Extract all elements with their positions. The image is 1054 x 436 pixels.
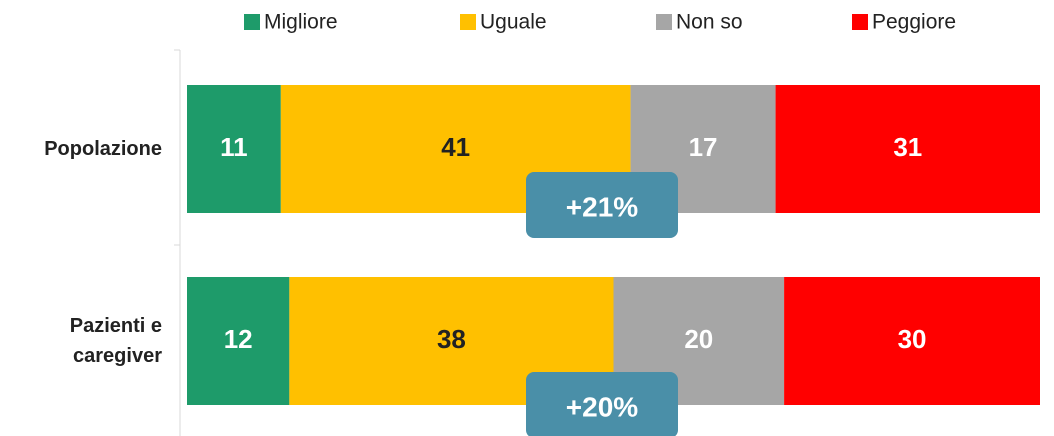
annotation-box <box>526 172 678 238</box>
legend-swatch <box>244 14 260 30</box>
category-label: Pazienti e caregiver <box>69 315 162 367</box>
legend-label: Migliore <box>264 11 338 34</box>
data-label: 38 <box>437 324 466 354</box>
annotation: +20% <box>566 391 638 422</box>
data-label: 20 <box>684 324 713 354</box>
data-label: 30 <box>898 324 927 354</box>
legend-label: Peggiore <box>872 11 956 34</box>
annotation-box <box>526 372 678 436</box>
category-label: Popolazione <box>44 138 162 160</box>
legend-swatch <box>460 14 476 30</box>
data-label: 17 <box>689 132 718 162</box>
data-label: 41 <box>441 132 470 162</box>
legend-label: Uguale <box>480 11 547 34</box>
annotation: +21% <box>566 191 638 222</box>
legend-swatch <box>852 14 868 30</box>
data-label: 11 <box>220 132 248 162</box>
data-label: 31 <box>893 132 922 162</box>
data-label: 12 <box>224 324 253 354</box>
bar-segment <box>775 85 1040 213</box>
legend-swatch <box>656 14 672 30</box>
bar-segment <box>784 277 1040 405</box>
bar-segment <box>187 277 290 405</box>
bar-segment <box>187 85 281 213</box>
legend-label: Non so <box>676 11 743 34</box>
